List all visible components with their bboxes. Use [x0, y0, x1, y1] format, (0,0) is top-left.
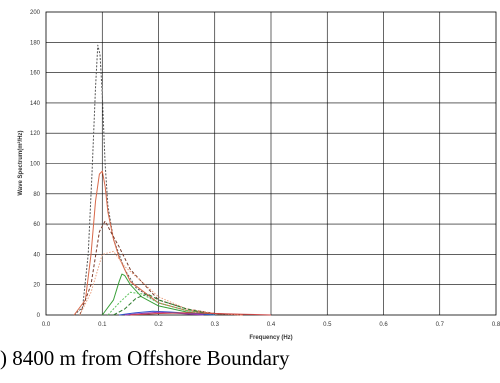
y-tick-label: 100: [30, 162, 41, 168]
x-tick-label: 0.1: [98, 322, 107, 328]
x-axis-title: Frequency (Hz): [249, 335, 292, 341]
series-line-3: [79, 220, 243, 316]
series-line-1: [73, 44, 243, 316]
wave-spectrum-chart: 0 20 40 60 80 100 120 140 160 180 200 0.0 0.1 0.2 0.3…: [17, 10, 500, 341]
y-tick-label: 20: [33, 283, 40, 289]
y-tick-label: 160: [30, 71, 41, 77]
y-tick-label: 200: [30, 10, 41, 16]
x-tick-label: 0.6: [379, 322, 388, 328]
y-tick-labels: 0 20 40 60 80 100 120 140 160 180 200: [30, 10, 41, 319]
x-tick-label: 0.8: [492, 322, 500, 328]
x-tick-label: 0.7: [436, 322, 445, 328]
y-tick-label: 180: [30, 40, 41, 46]
x-tick-label: 0.2: [154, 322, 163, 328]
figure-caption: ) 8400 m from Offshore Boundary: [0, 346, 290, 370]
x-tick-label: 0.5: [323, 322, 332, 328]
series-line-5: [101, 273, 215, 316]
series-line-8: [119, 310, 215, 316]
x-tick-labels: 0.0 0.1 0.2 0.3 0.4 0.5 0.6 0.7 0.8: [42, 322, 500, 328]
series-line-9: [124, 311, 204, 316]
x-tick-label: 0.0: [42, 322, 51, 328]
y-tick-label: 60: [33, 222, 40, 228]
y-tick-label: 0: [37, 313, 41, 319]
series-line-7: [113, 293, 215, 316]
x-tick-label: 0.4: [267, 322, 276, 328]
series-line-10: [130, 312, 272, 316]
y-tick-label: 40: [33, 252, 40, 258]
y-tick-label: 80: [33, 192, 40, 198]
series-line-6: [107, 291, 215, 316]
y-tick-label: 120: [30, 131, 41, 137]
grid-lines: [46, 12, 496, 315]
x-tick-label: 0.3: [211, 322, 220, 328]
series-line-4: [79, 250, 243, 316]
y-tick-label: 140: [30, 101, 41, 107]
y-axis-title: Wave Spectrum(m²/Hz): [17, 130, 24, 195]
series-lines: [73, 44, 272, 316]
